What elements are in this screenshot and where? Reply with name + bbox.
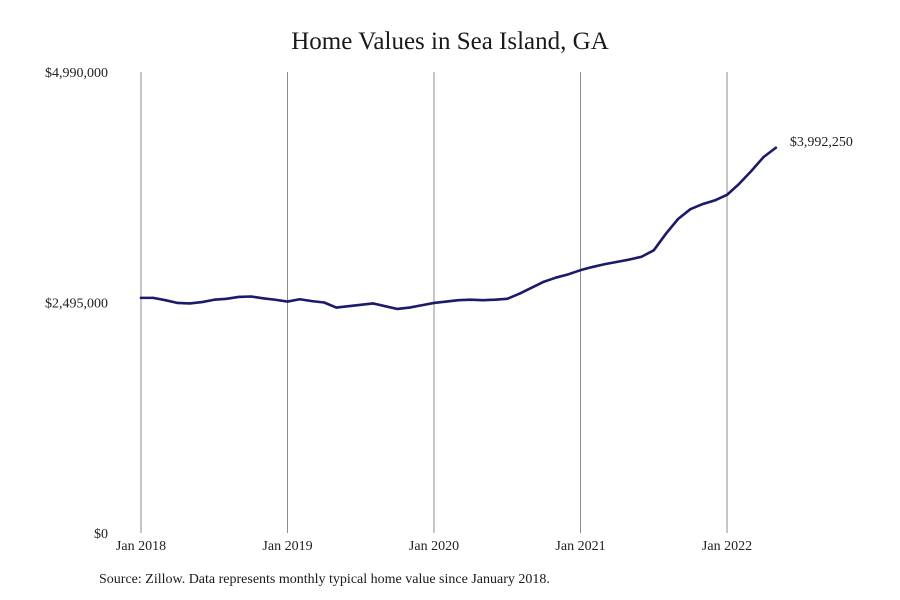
data-point [713,199,716,202]
data-point [762,155,765,159]
data-point [335,306,338,309]
data-point [286,300,289,303]
data-point [664,232,668,235]
y-tick-label-2: $4,990,000 [45,66,108,81]
x-tick-label-3: Jan 2021 [555,539,605,554]
data-point [139,296,143,300]
x-tick-label-0: Jan 2018 [116,539,166,554]
data-point [225,297,228,300]
data-point [457,298,460,302]
data-point [432,301,436,305]
data-point [176,301,179,305]
y-tick-label-0: $0 [94,527,108,542]
data-point [506,297,509,300]
source-note: Source: Zillow. Data represents monthly … [99,572,550,587]
data-point [652,249,655,252]
data-point [640,255,643,258]
data-point [701,202,704,206]
data-point [298,298,301,301]
data-point [774,146,778,149]
annotation-layer: $3,992,250 [790,135,853,150]
data-point [615,260,619,264]
data-point [249,295,253,298]
data-point [359,303,362,307]
data-point [493,298,497,301]
data-point [554,276,558,279]
data-point [725,193,729,197]
data-point [628,258,631,261]
series-line-0 [139,146,778,311]
y-axis-ticks: $0 $2,495,000 $4,990,000 [45,66,108,542]
data-point [481,298,485,302]
data-point [676,217,680,221]
data-point [738,182,741,185]
x-axis-ticks: Jan 2018 Jan 2019 Jan 2020 Jan 2021 Jan 2022 [116,539,752,554]
series-layer [139,146,778,311]
data-point [445,300,448,303]
data-point [591,265,594,269]
data-point [518,292,521,295]
data-point [396,307,399,311]
end-value-label: $3,992,250 [790,135,853,150]
x-tick-label-2: Jan 2020 [409,539,459,554]
data-point [530,286,533,289]
data-point [542,280,546,283]
data-point [383,305,387,308]
data-point [322,301,326,304]
x-tick-label-1: Jan 2019 [262,539,312,554]
data-point [347,305,350,308]
x-tick-label-4: Jan 2022 [702,539,752,554]
data-point [213,298,216,301]
data-point [420,304,423,307]
data-point [408,306,411,309]
data-point [164,298,167,302]
data-point [274,298,277,301]
data-point [567,273,570,276]
data-point [152,296,155,300]
data-point [689,207,692,211]
data-point [188,302,192,305]
data-point [750,169,753,173]
data-point [261,297,265,300]
data-point [603,262,607,266]
data-point [237,295,240,299]
data-point [469,298,472,301]
data-point [579,268,582,272]
y-tick-label-1: $2,495,000 [45,297,108,312]
data-point [371,302,375,305]
data-point [310,299,314,303]
data-point [200,300,204,304]
chart-title: Home Values in Sea Island, GA [291,28,609,55]
